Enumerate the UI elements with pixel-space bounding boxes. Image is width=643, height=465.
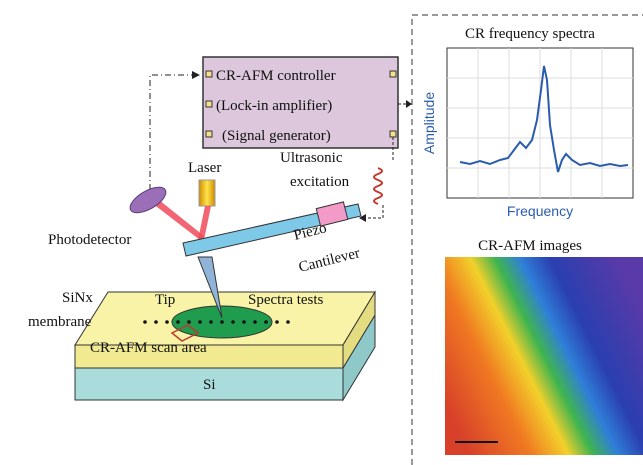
tip-label: Tip [155, 292, 175, 308]
cantilever-label: Cantilever [297, 245, 361, 276]
excitation-line [362, 137, 393, 218]
controller-line: (Signal generator) [222, 128, 331, 144]
page: CR-AFM controller (Lock-in amplifier) (S… [0, 0, 643, 465]
membrane-label: membrane [28, 314, 92, 330]
spectrum-title: CR frequency spectra [465, 26, 595, 42]
y-axis-label: Amplitude [421, 92, 437, 154]
coil [374, 168, 382, 204]
excitation-label: excitation [290, 174, 350, 190]
photodetector [126, 182, 170, 218]
photodetector-label: Photodetector [48, 232, 131, 248]
excitation-label: Ultrasonic [280, 150, 343, 166]
spectra-tests-label: Spectra tests [248, 292, 324, 308]
si-label: Si [203, 377, 216, 393]
image-title: CR-AFM images [478, 238, 582, 254]
arrow [406, 100, 412, 108]
afm-image [445, 257, 643, 455]
arrow [192, 71, 200, 79]
laser-label: Laser [188, 160, 221, 176]
controller-line: (Lock-in amplifier) [216, 98, 332, 114]
membrane-label: SiNx [62, 290, 93, 306]
laser [199, 180, 215, 206]
diagram: CR-AFM controller (Lock-in amplifier) (S… [0, 0, 643, 465]
controller-line: CR-AFM controller [216, 68, 336, 84]
x-axis-label: Frequency [507, 203, 573, 219]
scan-area-label: CR-AFM scan area [90, 340, 207, 356]
